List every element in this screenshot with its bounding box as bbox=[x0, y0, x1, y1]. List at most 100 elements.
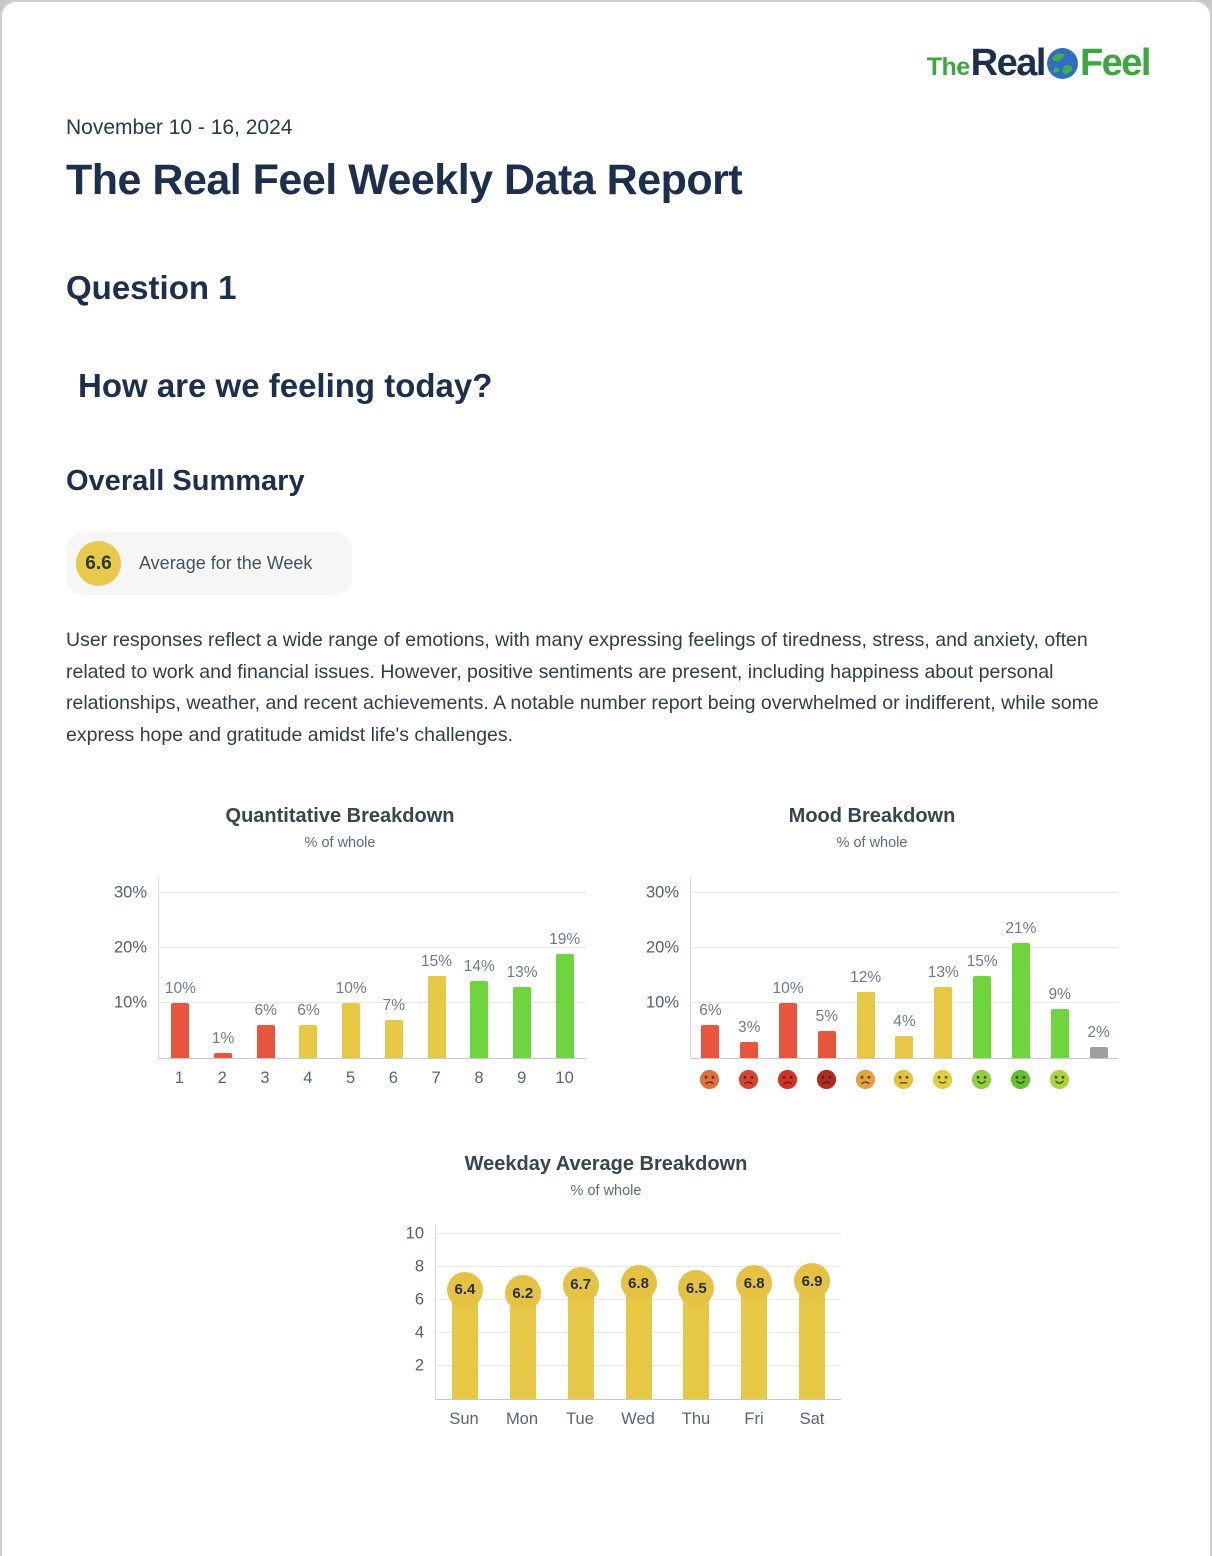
mood-9-icon bbox=[1010, 1070, 1031, 1094]
chart-plot-area: 10% 20% 30% 10% 1% 6% 6% 10% 7% 15% 14% 13% 19% bbox=[114, 877, 586, 1060]
mood-6-icon bbox=[893, 1070, 914, 1094]
gridline bbox=[159, 1002, 586, 1004]
bar-column: 6% bbox=[287, 1002, 330, 1059]
bar bbox=[1089, 1047, 1108, 1059]
chart-mood-breakdown: Mood Breakdown% of whole 10% 20% 30% 6% 3% 10%… bbox=[626, 805, 1118, 1095]
bar bbox=[779, 1003, 798, 1059]
value-badge: 6.9 bbox=[794, 1263, 831, 1300]
bar bbox=[299, 1025, 318, 1059]
bar bbox=[1011, 942, 1030, 1059]
bar-column: 6.8 bbox=[610, 1265, 668, 1400]
bars-row: 10% 1% 6% 6% 10% 7% 15% 14% 13% 19% bbox=[159, 877, 586, 1059]
bar bbox=[214, 1052, 233, 1059]
x-axis-labels bbox=[690, 1069, 1118, 1095]
x-axis-label bbox=[807, 1069, 846, 1095]
x-axis-label: 8 bbox=[474, 1069, 484, 1088]
bar-value-label: 6% bbox=[297, 1002, 320, 1020]
mood-3-icon bbox=[777, 1070, 798, 1094]
bar bbox=[740, 1041, 759, 1059]
overall-summary-heading: Overall Summary bbox=[66, 465, 305, 497]
bar-column: 2% bbox=[1079, 1024, 1118, 1059]
bar-value-label: 12% bbox=[850, 969, 882, 987]
y-axis-label: 30% bbox=[113, 883, 147, 902]
y-axis-label: 20% bbox=[645, 938, 679, 957]
bar-column: 15% bbox=[415, 953, 458, 1059]
report-date-range: November 10 - 16, 2024 bbox=[66, 116, 293, 139]
chart-title: Weekday Average Breakdown bbox=[464, 1153, 748, 1176]
value-badge: 6.4 bbox=[446, 1271, 483, 1308]
logo-the-text: The bbox=[926, 53, 970, 81]
x-axis-label: Fri bbox=[744, 1410, 764, 1429]
gridline bbox=[159, 947, 586, 949]
bar bbox=[171, 1003, 190, 1059]
bar-value-label: 5% bbox=[815, 1007, 839, 1025]
x-axis-label: 9 bbox=[517, 1069, 527, 1088]
x-axis-label bbox=[690, 1069, 729, 1095]
x-axis-label bbox=[885, 1069, 924, 1095]
bar-column: 6.4 bbox=[436, 1271, 494, 1400]
bar-value-label: 10% bbox=[335, 980, 367, 998]
bar bbox=[799, 1285, 826, 1400]
x-axis-label bbox=[846, 1069, 885, 1095]
bar-value-label: 1% bbox=[211, 1029, 235, 1047]
bar bbox=[973, 975, 992, 1059]
value-badge: 6.8 bbox=[736, 1265, 773, 1302]
y-axis-label: 20% bbox=[113, 938, 147, 957]
bar-value-label: 10% bbox=[164, 980, 196, 998]
value-badge: 6.8 bbox=[620, 1265, 657, 1302]
gridline bbox=[691, 947, 1118, 949]
mood-5-icon bbox=[855, 1070, 876, 1094]
bar-value-label: 9% bbox=[1048, 985, 1071, 1003]
bar-column: 6.9 bbox=[783, 1263, 841, 1400]
y-axis-label: 30% bbox=[645, 883, 679, 902]
bar bbox=[856, 992, 875, 1059]
logo-feel-text: Feel bbox=[1079, 42, 1152, 84]
bar-value-label: 14% bbox=[463, 958, 495, 976]
x-axis-label: Thu bbox=[681, 1410, 711, 1429]
value-badge: 6.2 bbox=[504, 1275, 541, 1312]
mood-8-icon bbox=[971, 1070, 992, 1094]
bar bbox=[625, 1287, 652, 1400]
bar-value-label: 15% bbox=[421, 952, 453, 970]
x-axis-label bbox=[1040, 1069, 1079, 1095]
bar-column: 10% bbox=[330, 980, 373, 1059]
mood-4-icon bbox=[816, 1070, 837, 1094]
bar bbox=[451, 1293, 478, 1400]
bar-column: 9% bbox=[1040, 986, 1079, 1059]
chart-subtitle: % of whole bbox=[304, 835, 376, 852]
x-axis-label bbox=[1079, 1069, 1118, 1095]
bar bbox=[895, 1036, 914, 1059]
bar-column: 6% bbox=[691, 1002, 730, 1059]
bar bbox=[512, 986, 531, 1059]
y-axis-label: 4 bbox=[414, 1323, 424, 1342]
question-number-heading: Question 1 bbox=[66, 269, 237, 306]
mood-2-icon bbox=[738, 1070, 759, 1094]
bar bbox=[741, 1287, 768, 1400]
y-axis-label: 10% bbox=[645, 993, 679, 1012]
chart-title: Mood Breakdown bbox=[788, 805, 956, 828]
bar bbox=[817, 1030, 836, 1059]
average-badge-label: Average for the Week bbox=[139, 553, 313, 573]
logo-real-text: Real bbox=[970, 42, 1047, 84]
bar-value-label: 10% bbox=[772, 980, 804, 998]
chart-subtitle: % of whole bbox=[836, 835, 908, 852]
bar bbox=[384, 1019, 403, 1059]
x-axis-label: 1 bbox=[174, 1069, 184, 1088]
y-axis-label: 6 bbox=[414, 1290, 424, 1309]
bar bbox=[567, 1288, 594, 1400]
charts-row: Quantitative Breakdown % of whole 10% 20% 30… bbox=[66, 805, 1146, 1095]
summary-paragraph: User responses reflect a wide range of e… bbox=[66, 629, 1099, 746]
bar bbox=[342, 1003, 361, 1059]
x-axis-label: Wed bbox=[621, 1410, 655, 1429]
x-axis-labels: 1 2 3 4 5 6 7 8 9 10 bbox=[158, 1069, 586, 1088]
bar-value-label: 4% bbox=[893, 1013, 916, 1031]
bar-value-label: 19% bbox=[549, 930, 581, 948]
y-axis-label: 10% bbox=[113, 993, 147, 1012]
question-text-heading: How are we feeling today? bbox=[78, 367, 493, 404]
bar-column: 4% bbox=[885, 1013, 924, 1059]
x-axis-label: 6 bbox=[388, 1069, 398, 1088]
bar-column: 5% bbox=[807, 1008, 846, 1059]
x-axis-label bbox=[768, 1069, 807, 1095]
bar-column: 10% bbox=[769, 980, 808, 1059]
bar-column: 12% bbox=[846, 969, 885, 1059]
